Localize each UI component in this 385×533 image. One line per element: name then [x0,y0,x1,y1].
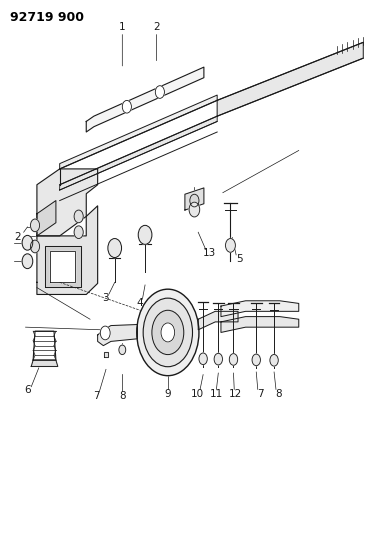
Polygon shape [217,42,363,116]
Circle shape [100,326,110,340]
Circle shape [137,289,199,376]
Circle shape [119,345,126,354]
Text: 11: 11 [210,389,223,399]
Text: 6: 6 [24,385,31,395]
Circle shape [108,239,122,257]
Text: 7: 7 [94,391,100,401]
Circle shape [22,254,33,269]
Circle shape [152,310,184,354]
Text: 8: 8 [275,389,281,399]
Text: 1: 1 [119,21,126,31]
Circle shape [74,210,83,223]
Polygon shape [37,200,56,236]
Text: 12: 12 [229,389,242,399]
Text: 92719 900: 92719 900 [10,11,84,23]
Text: 3: 3 [102,293,109,303]
Circle shape [155,86,164,99]
Circle shape [74,226,83,239]
Polygon shape [221,317,299,333]
Text: 2: 2 [153,21,160,31]
Text: 9: 9 [164,389,171,399]
Polygon shape [60,116,217,190]
Circle shape [122,100,131,113]
Polygon shape [104,352,108,357]
Text: 13: 13 [203,248,216,259]
Circle shape [270,354,278,366]
Polygon shape [37,206,98,294]
Polygon shape [31,360,58,367]
Text: 5: 5 [237,254,243,264]
Circle shape [214,353,223,365]
Polygon shape [198,311,238,330]
Text: 10: 10 [191,389,204,399]
Circle shape [226,239,235,252]
Text: 7: 7 [257,389,263,399]
Polygon shape [60,95,217,169]
Circle shape [161,323,175,342]
Text: 2: 2 [15,232,21,243]
Polygon shape [185,188,204,210]
Circle shape [30,219,40,232]
Polygon shape [86,67,204,132]
Polygon shape [98,325,137,345]
Circle shape [229,353,238,365]
Circle shape [138,225,152,244]
Text: 8: 8 [119,391,126,401]
Circle shape [143,298,192,367]
Text: 4: 4 [136,298,143,309]
Circle shape [190,194,199,207]
Circle shape [199,353,207,365]
Circle shape [30,240,40,253]
Circle shape [189,202,200,217]
Polygon shape [221,301,299,317]
Polygon shape [50,251,75,282]
Polygon shape [45,246,80,287]
Polygon shape [37,169,98,236]
Circle shape [22,236,33,250]
Circle shape [252,354,260,366]
